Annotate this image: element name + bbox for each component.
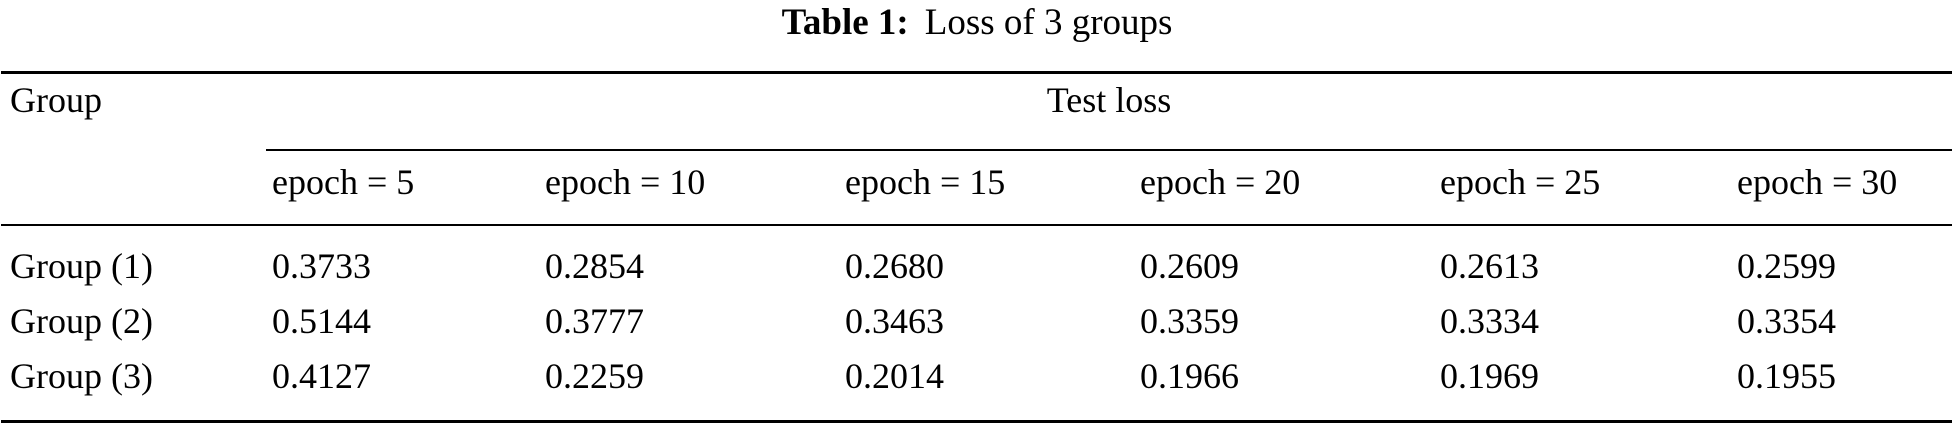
col-header-epoch-20: epoch = 20 — [1140, 162, 1301, 202]
table-caption: Table 1: Loss of 3 groups — [0, 2, 1954, 45]
span-header-test-loss: Test loss — [1046, 80, 1172, 120]
table-cell: 0.2259 — [545, 356, 644, 396]
row-label: Group (2) — [10, 301, 153, 341]
table-cell: 0.2613 — [1440, 246, 1539, 286]
table-cell: 0.1969 — [1440, 356, 1539, 396]
table-cell: 0.1966 — [1140, 356, 1239, 396]
table-cell: 0.2854 — [545, 246, 644, 286]
table-cell: 0.3777 — [545, 301, 644, 341]
table-cell: 0.3359 — [1140, 301, 1239, 341]
caption-label: Table 1: — [781, 2, 909, 43]
table-cell: 0.5144 — [272, 301, 371, 341]
cmid-rule — [266, 149, 1952, 151]
col-header-epoch-25: epoch = 25 — [1440, 162, 1601, 202]
col-header-epoch-30: epoch = 30 — [1737, 162, 1898, 202]
table-cell: 0.3733 — [272, 246, 371, 286]
table-cell: 0.3354 — [1737, 301, 1836, 341]
table-cell: 0.2014 — [845, 356, 944, 396]
table-cell: 0.2680 — [845, 246, 944, 286]
caption-text: Loss of 3 groups — [924, 2, 1173, 43]
table-cell: 0.3463 — [845, 301, 944, 341]
col-header-epoch-10: epoch = 10 — [545, 162, 706, 202]
table-cell: 0.3334 — [1440, 301, 1539, 341]
table-cell: 0.4127 — [272, 356, 371, 396]
stub-header-group: Group — [10, 80, 102, 120]
top-rule — [1, 71, 1952, 74]
row-label: Group (1) — [10, 246, 153, 286]
table-cell: 0.2599 — [1737, 246, 1836, 286]
bottom-rule — [1, 420, 1952, 423]
row-label: Group (3) — [10, 356, 153, 396]
mid-rule — [1, 224, 1952, 226]
table-cell: 0.2609 — [1140, 246, 1239, 286]
col-header-epoch-15: epoch = 15 — [845, 162, 1006, 202]
col-header-epoch-5: epoch = 5 — [272, 162, 415, 202]
table-cell: 0.1955 — [1737, 356, 1836, 396]
